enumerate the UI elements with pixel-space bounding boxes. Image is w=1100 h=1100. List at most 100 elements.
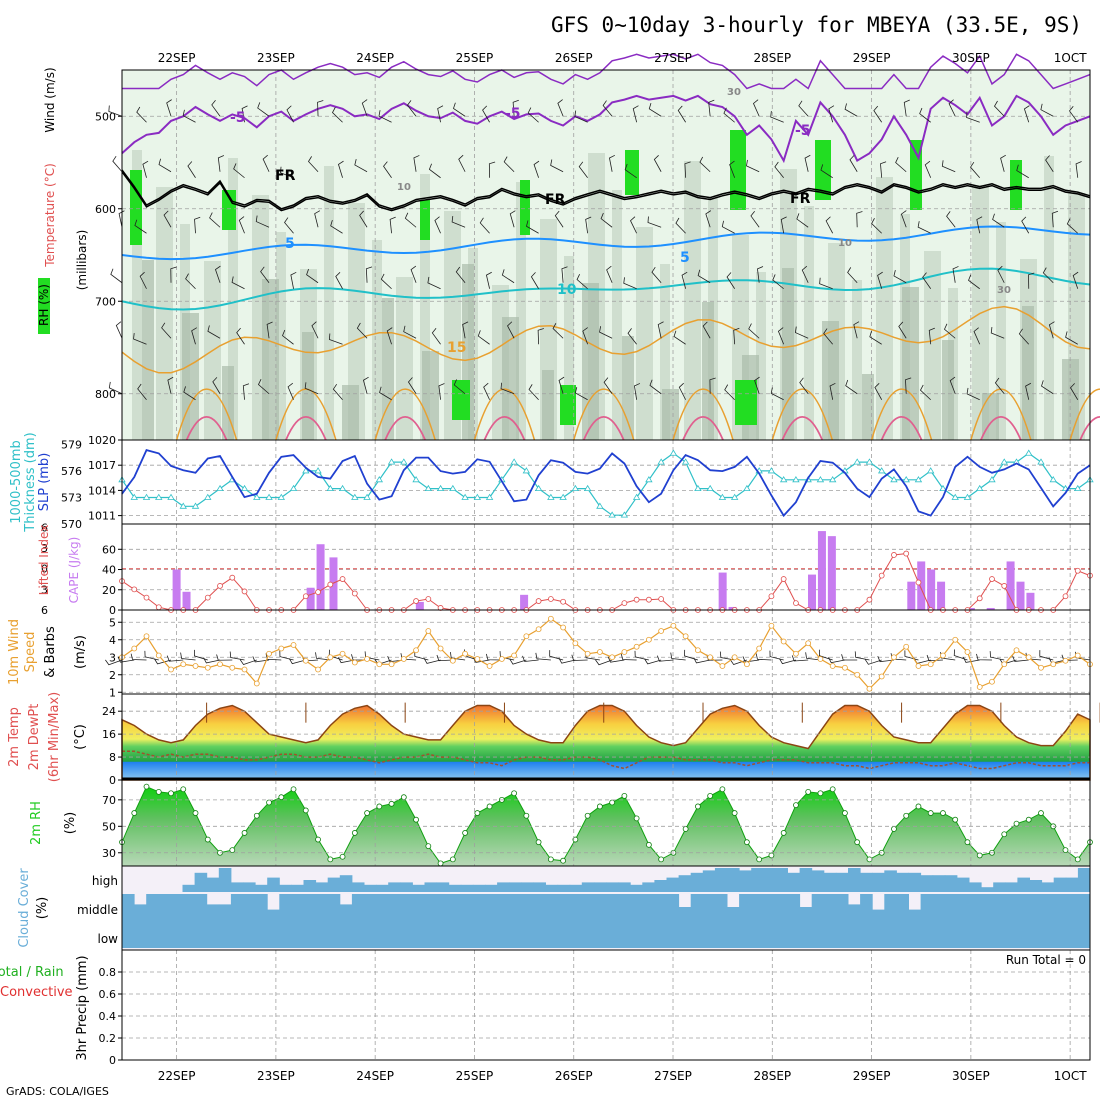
surface-wind-barb <box>841 654 858 661</box>
upper-wind-barb <box>403 325 417 339</box>
upper-wind-barb <box>820 164 833 179</box>
lifted-index-point <box>560 598 567 605</box>
rh-point <box>351 830 358 836</box>
lifted-index-point <box>339 576 346 582</box>
wind-speed-point <box>891 654 897 661</box>
thickness-point <box>914 476 923 483</box>
rh-point <box>278 794 285 801</box>
rh-point <box>584 812 591 819</box>
upper-wind-barb <box>410 265 417 283</box>
rh-moist-column <box>348 203 365 440</box>
upper-wind-barb <box>941 160 956 173</box>
upper-wind-barb <box>724 384 735 401</box>
rh-humid-column <box>222 366 234 440</box>
surface-wind-barb <box>472 656 490 663</box>
wind-speed-point <box>192 663 199 669</box>
cloud-high-bar <box>1017 877 1030 892</box>
upper-wind-barb <box>678 382 687 400</box>
surface-wind-barb <box>338 657 355 664</box>
upper-wind-barb <box>306 268 319 284</box>
upper-wind-barb <box>1028 272 1035 289</box>
cloud-middle-bar <box>218 904 232 920</box>
upper-wind-barb <box>801 265 809 283</box>
lifted-index-point <box>413 598 419 604</box>
cloud-high-bar <box>509 882 522 892</box>
cape-bar <box>917 561 926 610</box>
upper-wind-barb <box>378 110 392 123</box>
wind-speed-point <box>903 643 910 650</box>
upper-wind-barb <box>1072 271 1079 289</box>
thickness-point <box>179 502 187 509</box>
wind-speed-point <box>217 661 223 668</box>
cloud-label-2: (%) <box>35 897 50 920</box>
cloud-middle-bar <box>727 907 740 920</box>
upper-wind-barb <box>651 266 662 284</box>
lifted-index-point <box>903 550 910 557</box>
thickness-point <box>277 493 285 500</box>
upper-wind-barb <box>624 163 637 179</box>
cloud-middle-bar <box>182 894 196 920</box>
upper-wind-barb <box>574 387 588 401</box>
lifted-index-point <box>658 596 665 602</box>
upper-wind-barb <box>853 321 860 339</box>
rh-point <box>376 803 383 810</box>
thickness-point <box>400 458 408 465</box>
upper-wind-barb <box>361 99 368 117</box>
temp-ytick: 0 <box>109 774 116 787</box>
cape-bar <box>306 587 315 610</box>
upper-wind-barb <box>871 218 882 234</box>
upper-wind-barb <box>946 211 956 228</box>
rh-point <box>645 841 652 848</box>
rh-point <box>413 816 419 823</box>
thickness-point <box>571 484 580 492</box>
cloud-middle-bar <box>424 894 438 920</box>
lifted-ytick: 0 <box>41 563 48 576</box>
rh-humid-column <box>262 279 279 440</box>
upper-wind-barb <box>893 270 907 284</box>
rh-point <box>952 816 959 823</box>
upper-wind-barb <box>236 327 245 345</box>
contour-label: 5 <box>680 250 690 266</box>
lifted-index-point <box>780 576 787 582</box>
isotherm-25-lobe <box>781 416 824 441</box>
cloud-high-bar <box>630 884 643 892</box>
upper-wind-barb <box>438 383 445 400</box>
upper-wind-barb <box>627 328 637 345</box>
rh-saturated-patch <box>560 385 576 425</box>
cloud-middle-bar <box>799 907 813 920</box>
lifted-ytick: 6 <box>41 521 48 534</box>
precip-ytick: 0.8 <box>99 966 117 979</box>
rh-point <box>302 807 309 814</box>
upper-wind-barb <box>304 382 319 395</box>
upper-wind-barb <box>331 107 343 123</box>
thickness-point <box>191 502 200 509</box>
rh-point <box>266 799 272 806</box>
rh-point <box>964 839 971 846</box>
contour-label: FR <box>790 191 811 207</box>
thickness-point <box>449 484 457 492</box>
date-label-top: 27SEP <box>654 51 692 65</box>
cloud-high-bar <box>206 877 220 892</box>
surface-wind-barb <box>684 649 699 661</box>
cloud-high-bar <box>315 882 329 892</box>
rh-point <box>940 810 946 816</box>
cape-ytick: 20 <box>102 584 116 597</box>
cloud-middle-bar <box>702 894 716 920</box>
surface-wind-barb <box>706 654 723 661</box>
wind-speed-point <box>780 638 787 645</box>
slp-label-slp: SLP (mb) <box>37 453 52 512</box>
wind-speed-point <box>413 647 419 654</box>
upper-wind-barb <box>829 382 836 400</box>
wind-speed-point <box>793 650 799 657</box>
rh-moist-column <box>852 280 862 440</box>
upper-wind-barb <box>723 107 735 123</box>
upper-wind-barb <box>903 99 910 117</box>
rh-humid-column <box>822 321 839 440</box>
date-label-top: 26SEP <box>555 51 593 65</box>
cloud-high-bar <box>714 868 728 892</box>
upper-wind-barb <box>1075 161 1082 178</box>
cape-bar <box>937 581 946 610</box>
upper-wind-barb <box>558 376 565 394</box>
surface-wind-barb <box>719 651 735 661</box>
cloud-middle-bar <box>593 894 607 920</box>
